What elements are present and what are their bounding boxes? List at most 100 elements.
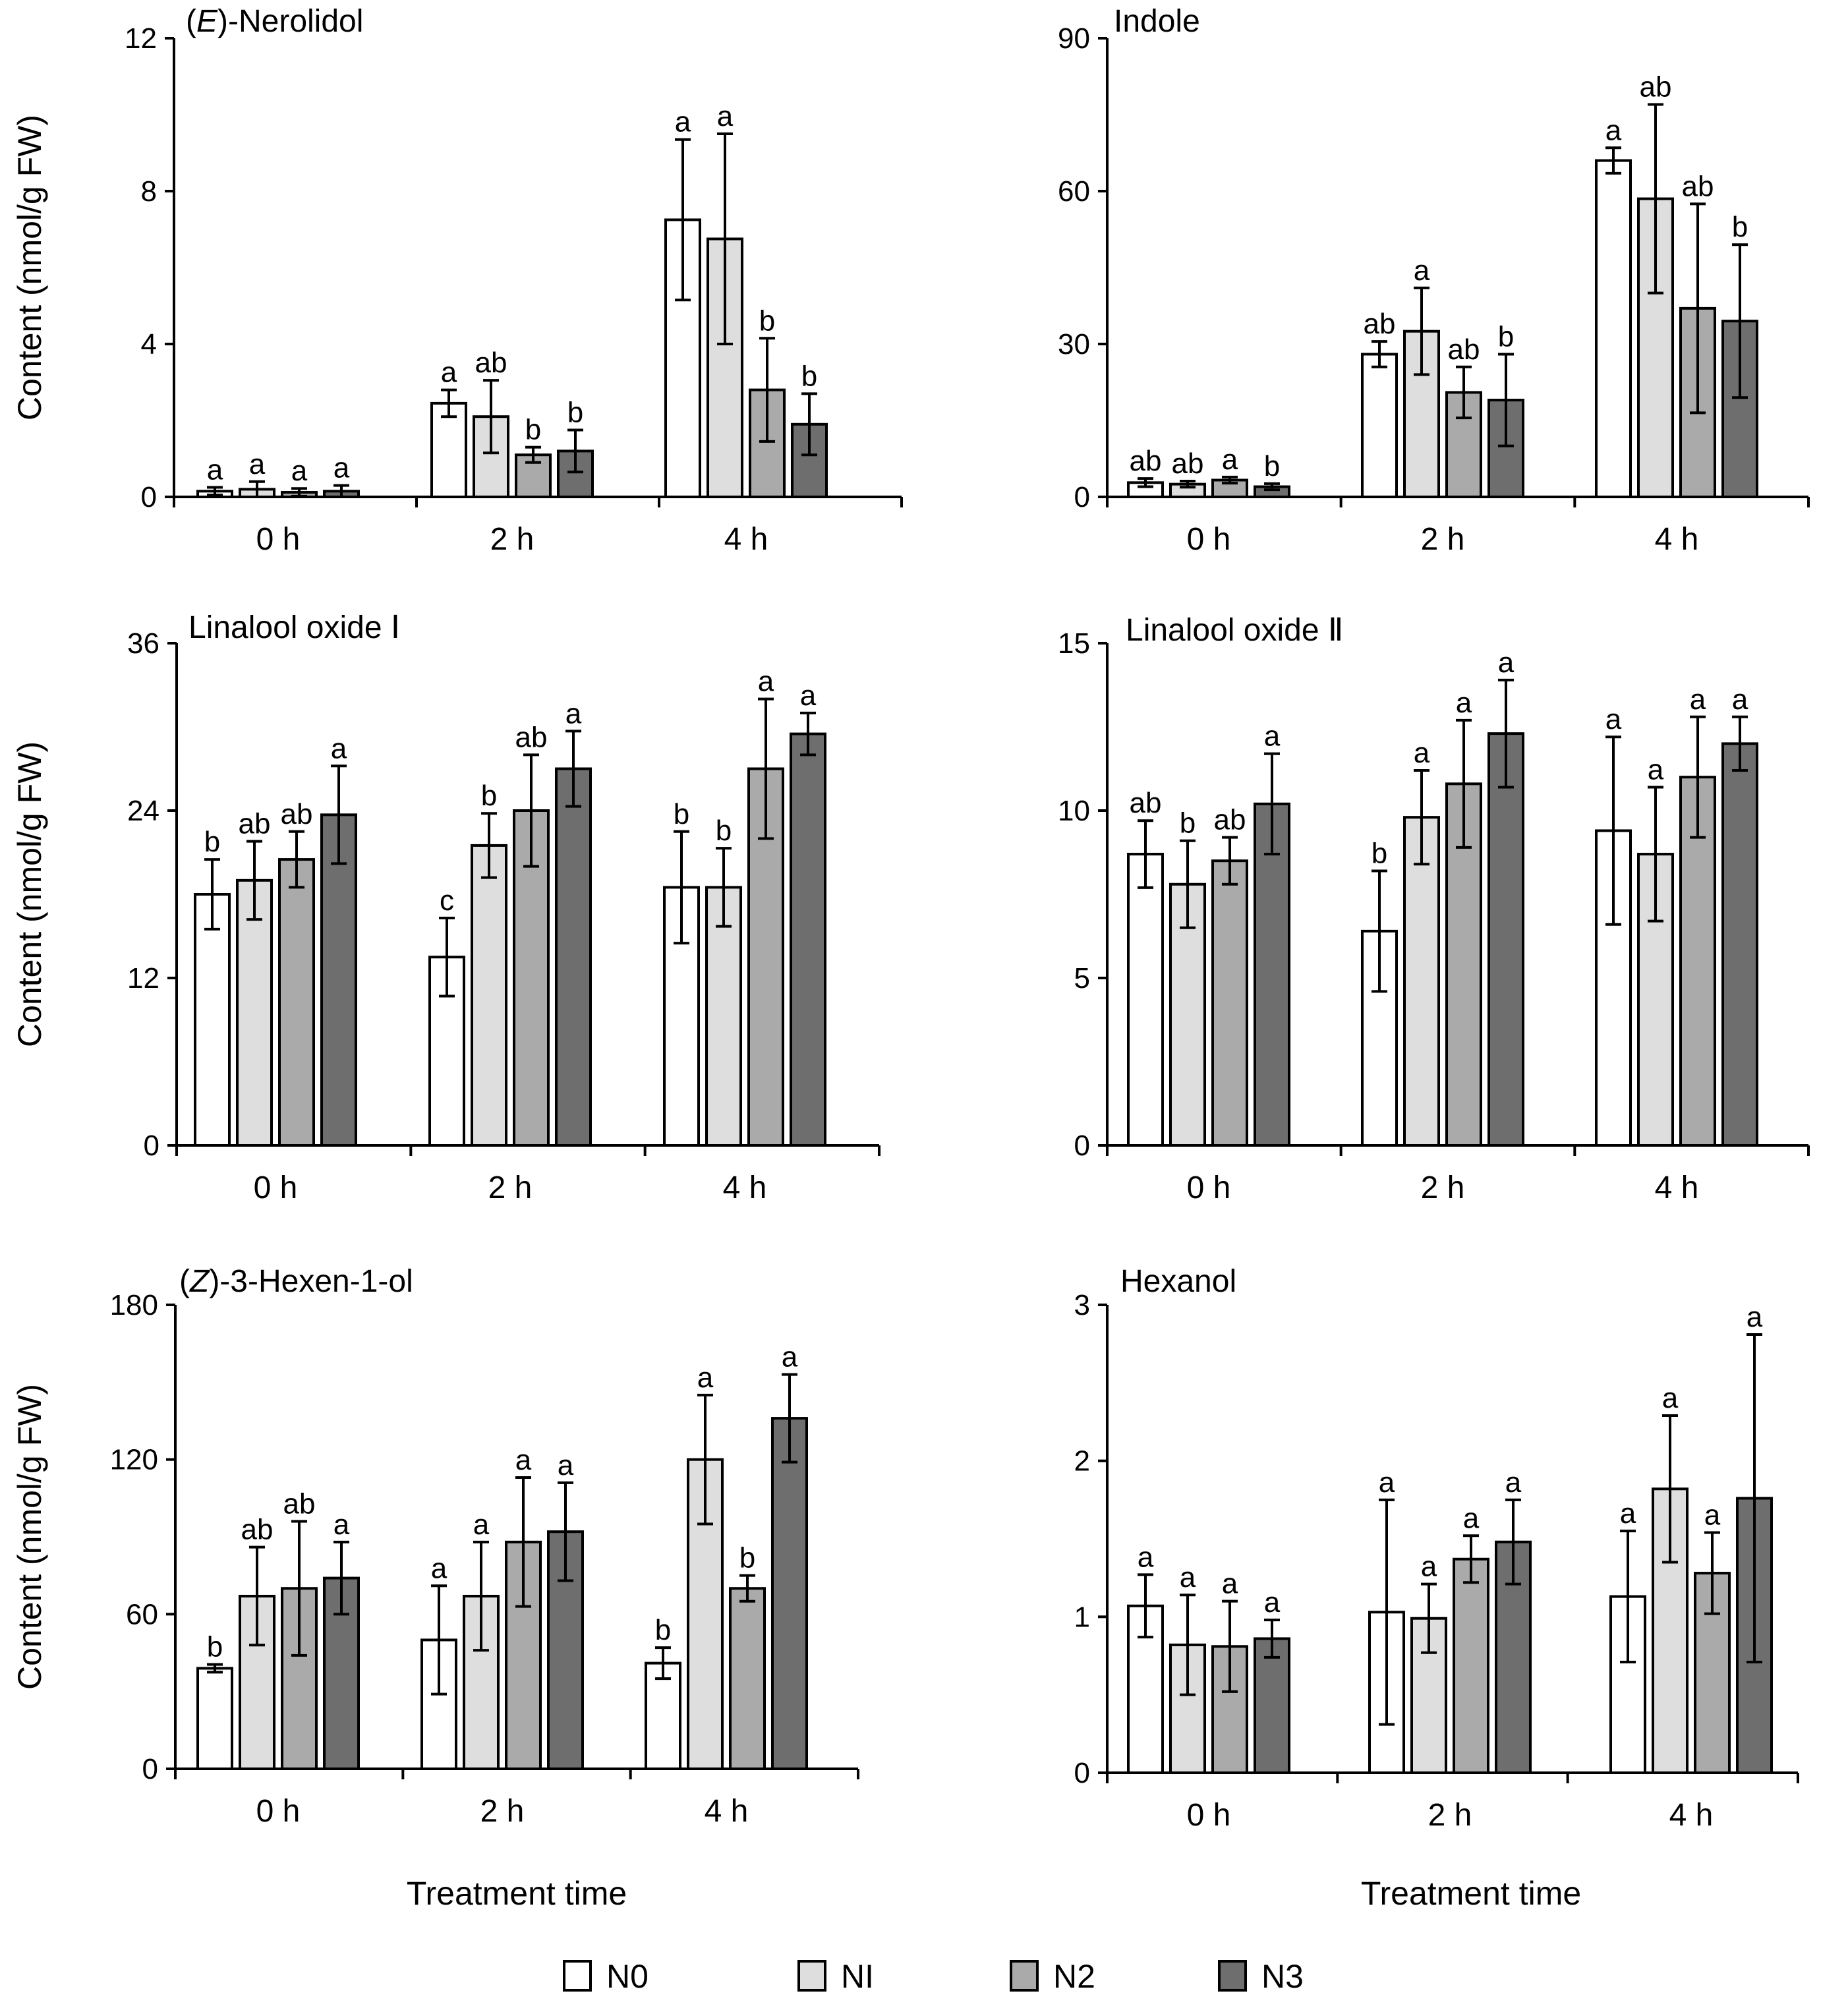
error-bar [249,1545,265,1647]
significance-letter: a [565,697,582,730]
significance-letter: a [1463,1502,1480,1534]
x-tick-label: 0 h [1187,1170,1231,1205]
x-tick-label: 0 h [256,522,301,557]
x-tick-label: 2 h [1428,1798,1472,1833]
significance-letter: a [1421,1551,1437,1583]
significance-letter: b [759,304,775,337]
significance-letter: b [567,397,583,429]
error-bar [1505,1498,1521,1586]
significance-letter: a [1662,1382,1679,1414]
bar-n3-2h [1487,399,1524,498]
significance-letter: a [1498,647,1515,679]
significance-letter: a [1222,444,1238,476]
bar-n2-0h [278,858,315,1147]
error-bar [1379,1498,1395,1726]
error-bar [1690,715,1706,839]
error-bar [207,1663,223,1674]
bar-n0-0h [1127,853,1164,1147]
significance-letter: b [481,780,497,812]
significance-letter: a [1379,1466,1395,1499]
error-bar [1138,1573,1153,1639]
significance-letter: a [1222,1568,1238,1600]
error-bar [441,388,457,418]
significance-letter: a [1648,753,1664,786]
error-bar [1372,869,1387,993]
bar-ni-2h [1403,816,1440,1147]
legend-label: N0 [606,1958,649,1995]
significance-letter: a [800,679,817,712]
error-bar [1648,786,1663,923]
error-bar [331,764,347,865]
significance-letter: ab [239,808,271,840]
y-tick-label: 0 [144,1130,159,1162]
error-bar [473,1540,489,1652]
error-bar [1372,340,1387,368]
legend-label: N2 [1053,1958,1095,1995]
y-tick-label: 4 [141,328,157,360]
error-bar [759,337,775,443]
y-tick-label: 0 [141,481,157,513]
significance-letter: ab [1640,71,1672,103]
bar-n0-4h [645,1661,681,1771]
significance-letter: a [473,1509,490,1541]
significance-letter: a [1747,1301,1763,1333]
significance-letter: a [441,357,457,389]
y-tick-label: 120 [110,1444,158,1476]
error-bar [525,446,541,464]
error-bar [333,1540,349,1616]
significance-letter: b [1264,450,1280,482]
error-bar [1456,718,1472,849]
error-bar [1747,1333,1762,1663]
error-bar [481,812,497,879]
significance-letter: b [674,798,689,830]
significance-letter: b [525,414,541,446]
significance-letter: ab [1214,804,1246,836]
error-bar [204,858,220,931]
error-bar [291,1520,307,1657]
error-bar [246,840,262,921]
error-bar [1138,477,1153,488]
significance-letter: ab [1682,170,1714,202]
error-bar [1690,202,1706,415]
significance-letter: a [333,1509,350,1541]
y-tick-label: 12 [125,22,157,55]
error-bar [483,379,499,455]
x-tick-label: 4 h [1655,1170,1699,1205]
significance-letter: ab [1364,308,1396,340]
bar-ni-2h [471,844,507,1147]
bar-n0-0h [196,1667,233,1770]
y-tick-label: 0 [1074,1130,1090,1162]
significance-letter: a [333,452,350,484]
significance-letter: a [1180,1561,1196,1594]
x-tick-label: 4 h [1669,1798,1714,1833]
y-tick-label: 15 [1058,627,1090,660]
chart-title: Hexanol [1120,1264,1236,1299]
error-bar [1421,1582,1437,1654]
x-tick-label: 0 h [254,1170,298,1205]
error-bar [1414,769,1429,866]
significance-letter: a [1264,720,1281,753]
error-bar [717,132,733,345]
significance-letter: b [1372,837,1387,869]
y-tick-label: 60 [1058,175,1090,208]
y-tick-label: 0 [1074,1757,1090,1789]
bar-ni-4h [687,1458,724,1771]
significance-letter: a [675,106,691,138]
significance-letter: b [655,1614,671,1646]
y-tick-label: 0 [142,1753,158,1785]
chart-title: Linalool oxide Ⅱ [1126,613,1344,648]
bar-ni-0h [236,878,273,1147]
error-bar [1498,353,1514,447]
y-tick-label: 60 [126,1598,158,1630]
significance-letter: a [1605,114,1622,146]
bar-n0-4h [1595,159,1632,498]
error-bar [1138,819,1153,889]
error-bar [558,1481,573,1582]
significance-letter: ab [1172,447,1204,480]
y-axis-label: Content (nmol/g FW) [11,115,48,420]
error-bar [1222,836,1238,886]
x-tick-label: 2 h [488,1170,533,1205]
error-bar [782,1373,797,1464]
significance-letter: b [1498,320,1514,353]
